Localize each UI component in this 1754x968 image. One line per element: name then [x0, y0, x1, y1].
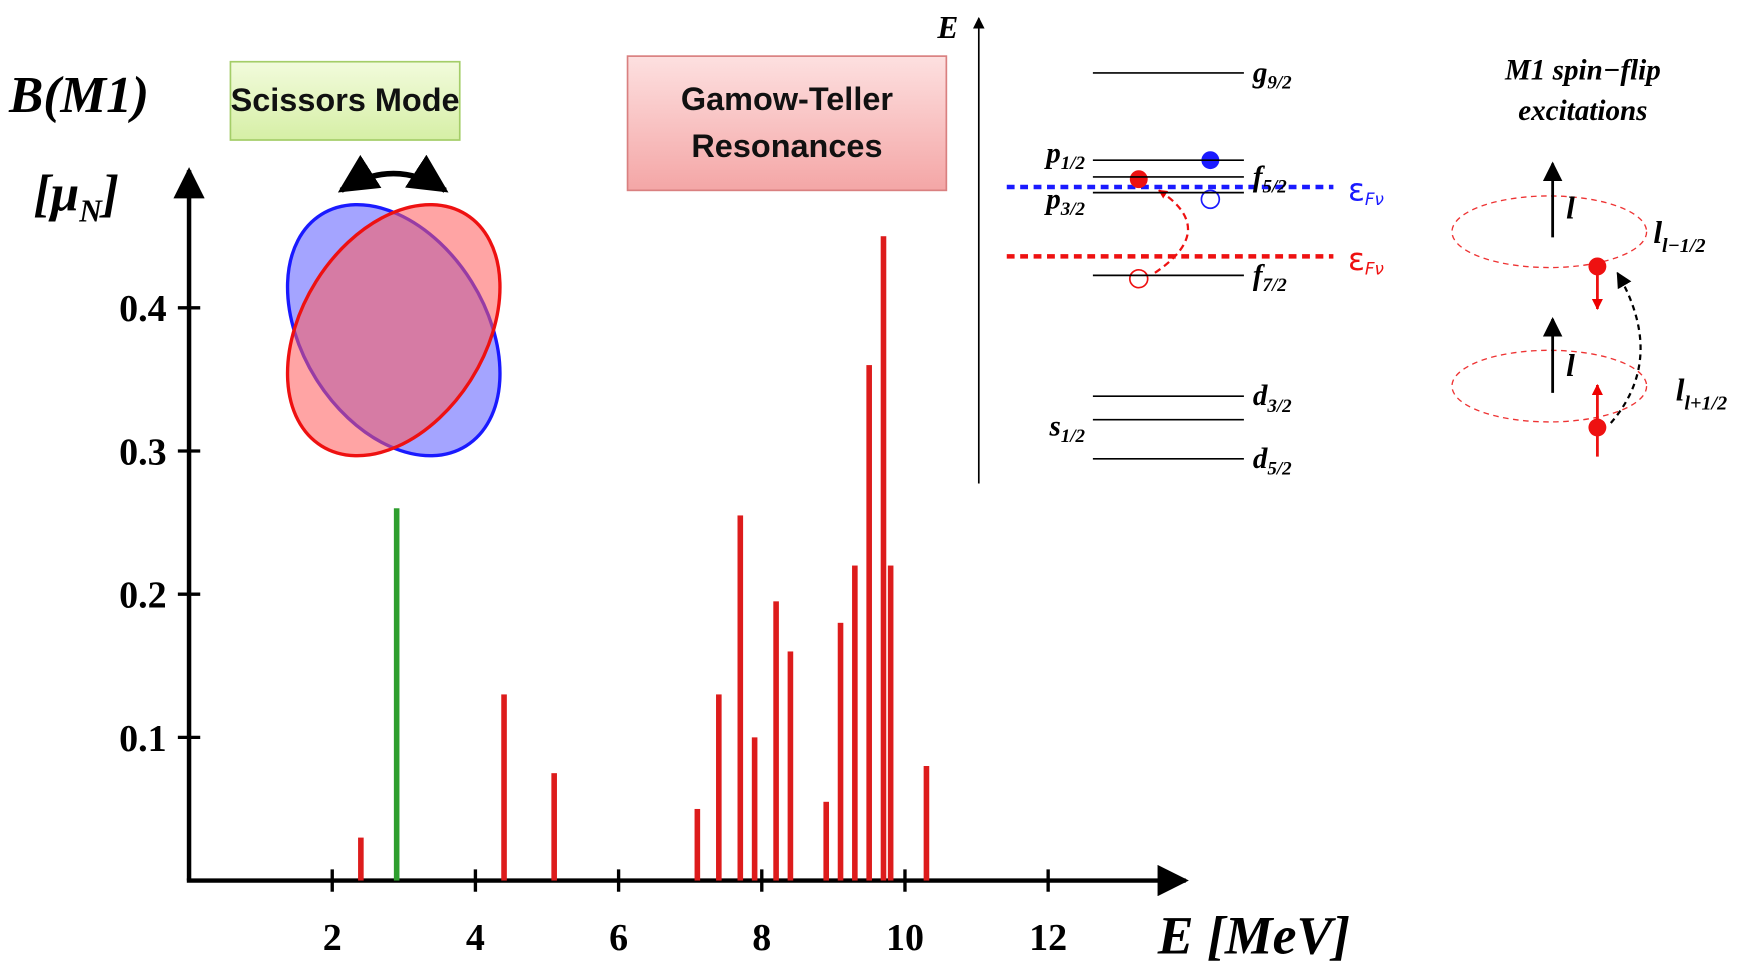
- level-label: d3/2: [1253, 380, 1292, 417]
- gt-label-wrap: Gamow-Teller Resonances: [661, 56, 913, 190]
- x-tick-label: 10: [886, 917, 924, 959]
- x-tick-label: 4: [466, 917, 485, 959]
- level-label: f7/2: [1253, 259, 1287, 296]
- orbit-upper: [1452, 196, 1647, 268]
- x-tick-label: 2: [323, 917, 342, 959]
- proton-hole: [1130, 270, 1148, 288]
- bar: [695, 809, 701, 881]
- unit-sub: N: [78, 194, 103, 229]
- scissors-label-wrap: Scissors Mode: [230, 62, 459, 140]
- y-tick-label: 0.2: [119, 575, 167, 617]
- level-label: f5/2: [1253, 161, 1287, 198]
- level-name: g: [1252, 57, 1268, 89]
- level-name: d: [1253, 443, 1268, 475]
- bar: [823, 802, 829, 881]
- figure: Scissors Mode Gamow-Teller Resonances B(…: [0, 0, 1754, 968]
- legend-entry: Gamow-Teller Resonances: [661, 56, 913, 190]
- fermi-symbol: ε: [1348, 242, 1365, 278]
- flip-arrow: [1611, 273, 1641, 423]
- level-j: 7/2: [1263, 275, 1288, 296]
- state-sub: l+1/2: [1684, 393, 1727, 415]
- state-label: ll−1/2: [1653, 215, 1705, 257]
- level-j: 9/2: [1267, 73, 1292, 94]
- energy-axis-label: E: [936, 10, 958, 45]
- bar: [788, 651, 794, 880]
- fermi-label: εFν: [1348, 242, 1384, 278]
- level-j: 3/2: [1266, 396, 1292, 417]
- bar: [852, 566, 858, 881]
- bar: [394, 508, 400, 880]
- state-name: l: [1676, 373, 1685, 408]
- level-j: 5/2: [1263, 177, 1288, 198]
- fermi-symbol: ε: [1348, 172, 1365, 208]
- bar: [773, 601, 779, 880]
- rotation-arrow: [341, 174, 445, 191]
- level-label: d5/2: [1253, 443, 1292, 480]
- spin-flip-title: M1 spin−flip excitations: [1443, 51, 1723, 132]
- level-label: s1/2: [1048, 410, 1085, 447]
- state-label: ll+1/2: [1676, 373, 1727, 415]
- proton-particle: [1130, 170, 1148, 188]
- level-j: 1/2: [1061, 153, 1086, 174]
- spin-flip-title-wrap: M1 spin−flip excitations: [1443, 51, 1723, 140]
- orbit-lower: [1452, 350, 1647, 422]
- y-tick-label: 0.3: [119, 431, 167, 473]
- nucleon: [1588, 257, 1606, 275]
- x-tick-label: 8: [752, 917, 771, 959]
- fermi-sub: Fν: [1365, 258, 1384, 278]
- bar: [838, 623, 844, 881]
- state-sub: l−1/2: [1662, 235, 1706, 257]
- bar: [752, 737, 758, 880]
- bar: [551, 773, 557, 880]
- bar: [716, 694, 722, 880]
- fermi-sub: Fν: [1365, 189, 1384, 209]
- y-tick-label: 0.4: [119, 288, 167, 330]
- level-name: p: [1043, 137, 1061, 169]
- nucleon: [1588, 419, 1606, 437]
- nucleus-red: [244, 166, 544, 495]
- bar: [924, 766, 930, 881]
- fermi-label: εFν: [1348, 172, 1384, 208]
- l-label: l: [1566, 190, 1575, 225]
- l-label: l: [1566, 348, 1575, 383]
- level-j: 3/2: [1060, 199, 1086, 220]
- level-j: 5/2: [1267, 458, 1292, 479]
- x-tick-label: 6: [609, 917, 628, 959]
- excitation-arrow: [1154, 190, 1188, 273]
- bar: [358, 838, 364, 881]
- bar: [888, 566, 894, 881]
- x-tick-label: 12: [1029, 917, 1067, 959]
- legend-entry: Scissors Mode: [230, 62, 459, 140]
- state-name: l: [1653, 215, 1662, 250]
- level-name: d: [1253, 380, 1268, 412]
- unit-close: ]: [99, 165, 119, 222]
- level-name: s: [1048, 410, 1060, 442]
- y-axis-unit: [μN]: [34, 165, 120, 228]
- bar: [866, 365, 872, 880]
- level-j: 1/2: [1061, 426, 1086, 447]
- y-tick-label: 0.1: [119, 718, 167, 760]
- x-axis-label: E [MeV]: [1157, 905, 1350, 965]
- y-axis-label: B(M1): [8, 67, 149, 124]
- bar: [738, 515, 744, 880]
- bar: [881, 236, 887, 880]
- unit-open: [μ: [34, 165, 80, 222]
- level-label: g9/2: [1252, 57, 1292, 94]
- level-label: p1/2: [1043, 137, 1085, 174]
- bar: [501, 694, 507, 880]
- level-name: p: [1043, 183, 1061, 215]
